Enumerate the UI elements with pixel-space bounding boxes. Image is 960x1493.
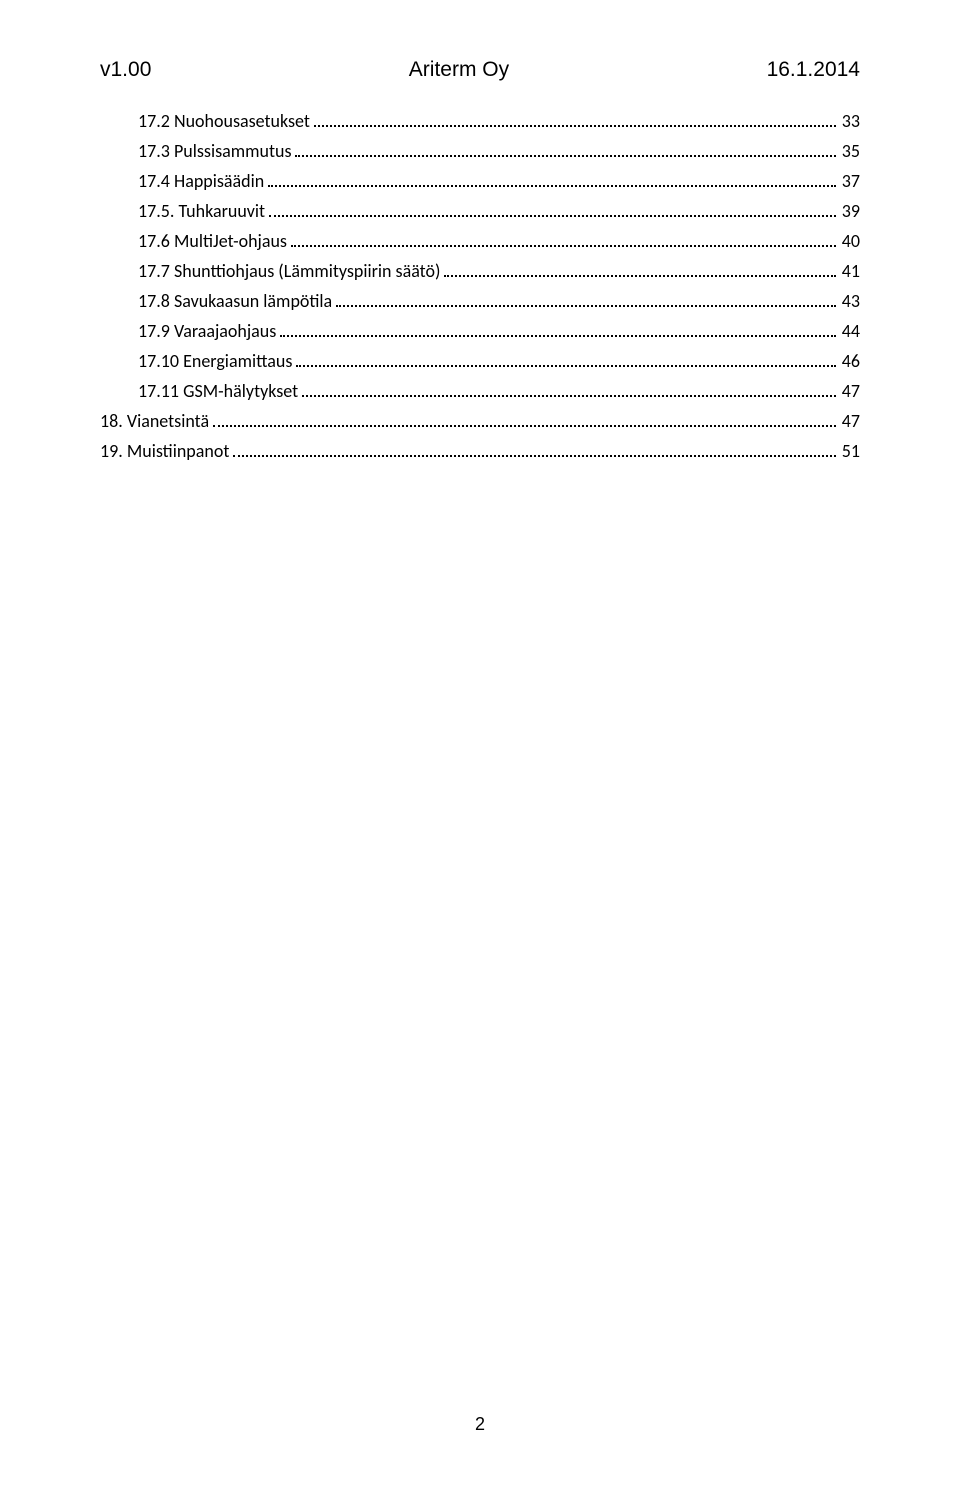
toc-entry-title: 17.8 Savukaasun lämpötila (138, 290, 332, 312)
header-right: 16.1.2014 (767, 58, 860, 82)
page-number: 2 (0, 1414, 960, 1435)
toc-entry-title: 17.3 Pulssisammutus (138, 140, 291, 162)
header-left: v1.00 (100, 58, 151, 82)
toc-leader-dots (444, 274, 835, 277)
toc-leader-dots (302, 394, 836, 397)
toc-entry-title: 18. Vianetsintä (100, 410, 209, 432)
toc-entry: 17.10 Energiamittaus 46 (100, 350, 860, 372)
table-of-contents: 17.2 Nuohousasetukset 33 17.3 Pulssisammut… (100, 110, 860, 462)
header-center: Ariterm Oy (409, 58, 509, 82)
toc-entry: 19. Muistiinpanot 51 (100, 440, 860, 462)
toc-entry-page: 41 (840, 260, 860, 282)
toc-entry: 17.3 Pulssisammutus 35 (100, 140, 860, 162)
toc-leader-dots (268, 184, 836, 187)
toc-leader-dots (213, 424, 836, 427)
toc-leader-dots (291, 244, 836, 247)
toc-entry: 18. Vianetsintä 47 (100, 410, 860, 432)
toc-entry: 17.4 Happisäädin 37 (100, 170, 860, 192)
document-page: v1.00 Ariterm Oy 16.1.2014 17.2 Nuohousa… (0, 0, 960, 1493)
toc-entry-page: 46 (840, 350, 860, 372)
toc-entry-title: 17.9 Varaajaohjaus (138, 320, 276, 342)
toc-entry: 17.5. Tuhkaruuvit 39 (100, 200, 860, 222)
toc-entry-page: 39 (840, 200, 860, 222)
toc-entry-page: 35 (840, 140, 860, 162)
toc-entry-page: 51 (840, 440, 860, 462)
toc-entry-title: 17.7 Shunttiohjaus (Lämmityspiirin säätö… (138, 260, 440, 282)
toc-entry-title: 19. Muistiinpanot (100, 440, 229, 462)
toc-leader-dots (336, 304, 836, 307)
toc-entry-title: 17.4 Happisäädin (138, 170, 264, 192)
toc-entry-page: 47 (840, 410, 860, 432)
toc-entry: 17.9 Varaajaohjaus 44 (100, 320, 860, 342)
toc-entry-page: 43 (840, 290, 860, 312)
toc-entry-page: 44 (840, 320, 860, 342)
toc-leader-dots (269, 214, 836, 217)
toc-entry-page: 37 (840, 170, 860, 192)
toc-leader-dots (314, 124, 836, 127)
toc-entry: 17.6 MultiJet-ohjaus 40 (100, 230, 860, 252)
toc-entry-page: 33 (840, 110, 860, 132)
page-header: v1.00 Ariterm Oy 16.1.2014 (100, 58, 860, 82)
toc-entry-title: 17.2 Nuohousasetukset (138, 110, 310, 132)
toc-entry: 17.7 Shunttiohjaus (Lämmityspiirin säätö… (100, 260, 860, 282)
toc-entry-title: 17.6 MultiJet-ohjaus (138, 230, 287, 252)
toc-entry-title: 17.11 GSM-hälytykset (138, 380, 298, 402)
toc-entry-page: 40 (840, 230, 860, 252)
toc-entry-title: 17.5. Tuhkaruuvit (138, 200, 265, 222)
toc-entry-title: 17.10 Energiamittaus (138, 350, 292, 372)
toc-leader-dots (296, 364, 835, 367)
toc-leader-dots (233, 454, 835, 457)
toc-leader-dots (280, 334, 835, 337)
toc-entry: 17.11 GSM-hälytykset 47 (100, 380, 860, 402)
toc-entry: 17.8 Savukaasun lämpötila 43 (100, 290, 860, 312)
toc-entry-page: 47 (840, 380, 860, 402)
toc-leader-dots (295, 154, 835, 157)
toc-entry: 17.2 Nuohousasetukset 33 (100, 110, 860, 132)
